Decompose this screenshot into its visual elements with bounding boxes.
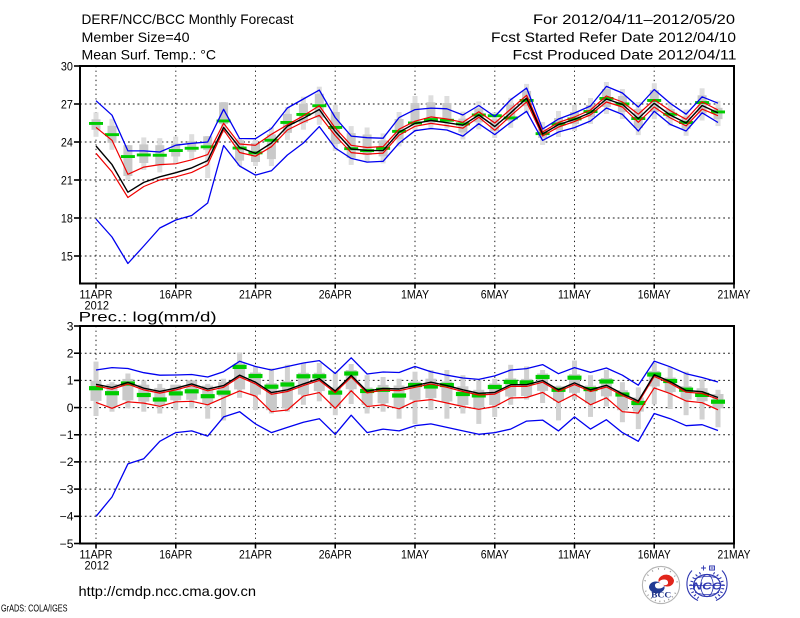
svg-text:NCC: NCC (693, 581, 723, 593)
svg-text:21MAY: 21MAY (718, 289, 751, 301)
svg-text:6MAY: 6MAY (481, 549, 509, 561)
svg-text:Member Size=40: Member Size=40 (82, 29, 190, 45)
svg-text:2012: 2012 (85, 301, 110, 313)
svg-text:Fcst Started Refer Date 2012/0: Fcst Started Refer Date 2012/04/10 (491, 29, 736, 45)
svg-text:21APR: 21APR (239, 289, 272, 301)
svg-text:GrADS: COLA/IGES: GrADS: COLA/IGES (1, 602, 68, 614)
svg-text:26APR: 26APR (319, 549, 352, 561)
svg-text:BCC: BCC (651, 591, 671, 600)
svg-text:−3: −3 (60, 484, 74, 496)
svg-text:−5: −5 (60, 539, 74, 551)
svg-text:16APR: 16APR (159, 549, 192, 561)
svg-text:3: 3 (67, 321, 74, 333)
svg-text:2012: 2012 (85, 561, 110, 573)
svg-text:0: 0 (67, 403, 74, 415)
svg-text:−2: −2 (60, 457, 74, 469)
svg-text:27: 27 (61, 99, 73, 111)
svg-text:−1: −1 (60, 430, 74, 442)
svg-text:24: 24 (61, 137, 74, 149)
svg-text:11MAY: 11MAY (558, 549, 591, 561)
svg-text:26APR: 26APR (319, 289, 352, 301)
svg-text:−4: −4 (60, 512, 74, 524)
svg-text:11APR: 11APR (80, 289, 113, 301)
svg-text:Fcst Produced Date 2012/04/11: Fcst Produced Date 2012/04/11 (513, 46, 737, 62)
svg-text:11APR: 11APR (80, 549, 113, 561)
svg-text:2: 2 (67, 348, 74, 360)
svg-text:1MAY: 1MAY (401, 289, 429, 301)
svg-text:1MAY: 1MAY (401, 549, 429, 561)
svg-text:21APR: 21APR (239, 549, 272, 561)
svg-text:21MAY: 21MAY (718, 549, 751, 561)
svg-text:30: 30 (61, 61, 73, 73)
svg-text:http://cmdp.ncc.cma.gov.cn: http://cmdp.ncc.cma.gov.cn (79, 583, 257, 599)
svg-text:21: 21 (61, 175, 73, 187)
svg-text:1: 1 (67, 376, 74, 388)
svg-text:Mean Surf. Temp.: °C: Mean Surf. Temp.: °C (82, 46, 217, 62)
svg-text:16MAY: 16MAY (638, 289, 671, 301)
svg-text:Prec.: log(mm/d): Prec.: log(mm/d) (79, 308, 217, 324)
svg-text:18: 18 (61, 213, 73, 225)
svg-text:DERF/NCC/BCC Monthly Forecast: DERF/NCC/BCC Monthly Forecast (82, 11, 294, 27)
svg-text:16MAY: 16MAY (638, 549, 671, 561)
svg-text:16APR: 16APR (159, 289, 192, 301)
svg-text:For 2012/04/11–2012/05/20: For 2012/04/11–2012/05/20 (533, 11, 735, 27)
svg-text:15: 15 (61, 251, 73, 263)
svg-text:6MAY: 6MAY (481, 289, 509, 301)
svg-text:11MAY: 11MAY (558, 289, 591, 301)
